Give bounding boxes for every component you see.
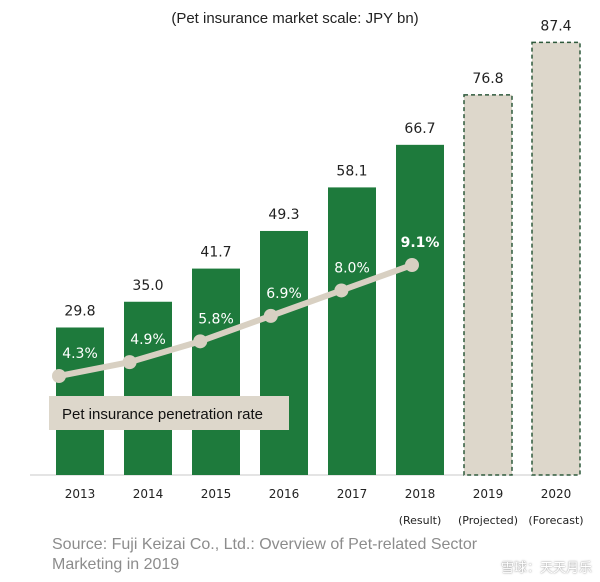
line-legend: Pet insurance penetration rate [49,396,289,430]
bar-2019 [463,94,513,476]
penetration-rate-label: 4.3% [62,346,98,362]
penetration-line-group: 4.3% 4.9% 5.8% 6.9% 8.0% 9.1% [52,235,439,383]
x-tick-label: 2016 [269,487,300,501]
x-tick-label: 2019 [473,487,504,501]
x-tick-label: 2013 [65,487,96,501]
bar-2017 [328,187,376,475]
bar-2015 [192,268,240,475]
bar-value-label: 87.4 [540,18,571,34]
x-tick-note: (Result) [399,514,442,527]
bar-value-label: 49.3 [268,207,299,223]
line-legend-label: Pet insurance penetration rate [62,406,263,423]
penetration-rate-point [334,283,349,298]
bar-2016 [260,230,308,475]
bar-value-label: 58.1 [336,163,367,179]
penetration-rate-label: 9.1% [401,235,440,251]
bar-value-label: 76.8 [472,71,503,87]
x-tick-label: 2014 [133,487,164,501]
penetration-rate-point [263,308,278,323]
bars-group [30,41,581,476]
penetration-rate-point [52,369,66,383]
x-tick-label: 2018 [405,487,436,501]
bar-chart: (Pet insurance market scale: JPY bn) 4.3… [30,10,584,527]
chart-title: (Pet insurance market scale: JPY bn) [171,10,418,27]
source-note: Source: Fuji Keizai Co., Ltd.: Overview … [52,536,478,573]
penetration-rate-label: 5.8% [198,311,234,327]
penetration-rate-label: 6.9% [266,286,302,302]
x-tick-label: 2020 [541,487,572,501]
bar-2020 [531,41,581,476]
x-tick-note: (Projected) [458,514,518,527]
bar-value-label: 35.0 [132,278,163,294]
x-tick-label: 2015 [201,487,232,501]
bar-value-label: 66.7 [404,121,435,137]
labels-group: 29.8 2013 35.0 2014 41.7 2015 49.3 2016 58.1 2017… [64,18,583,527]
line-legend-box [49,396,289,430]
penetration-rate-line [56,262,415,379]
x-tick-label: 2017 [337,487,368,501]
watermark: 雪球：天天月乐 [500,561,592,576]
penetration-rate-point [405,258,419,272]
penetration-rate-point [122,355,137,370]
bar-2018 [396,144,444,475]
bar-value-label: 29.8 [64,303,95,319]
penetration-rate-label: 8.0% [334,260,370,276]
penetration-rate-point [193,334,208,349]
x-tick-note: (Forecast) [528,514,583,527]
bar-value-label: 41.7 [200,245,231,261]
penetration-rate-label: 4.9% [130,332,166,348]
bar-2014 [124,301,172,475]
